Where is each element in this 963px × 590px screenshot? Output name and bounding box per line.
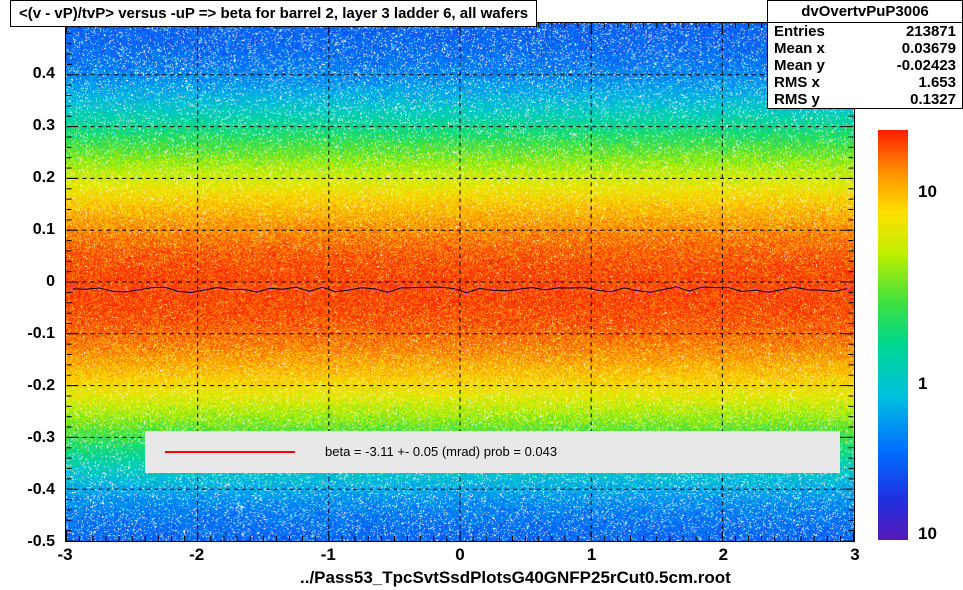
stats-header: dvOvertvPuP3006 (768, 1, 962, 23)
x-axis-labels: -3-2-10123 (65, 545, 855, 565)
y-tick-label: -0.4 (27, 481, 55, 499)
x-tick-label: 3 (850, 545, 859, 565)
colorbar-labels: 10110 (912, 130, 962, 540)
stats-meanx-value: 0.03679 (902, 40, 956, 57)
y-tick-label: -0.2 (27, 377, 55, 395)
y-tick-label: 0.1 (33, 221, 55, 239)
x-tick-label: 2 (719, 545, 728, 565)
x-tick-label: 1 (587, 545, 596, 565)
stats-meanx-label: Mean x (774, 40, 825, 57)
fit-legend-text: beta = -3.11 +- 0.05 (mrad) prob = 0.043 (325, 444, 557, 459)
colorbar-tick-label: 10 (918, 524, 937, 544)
plot-area: beta = -3.11 +- 0.05 (mrad) prob = 0.043 (65, 22, 855, 542)
source-caption: ../Pass53_TpcSvtSsdPlotsG40GNFP25rCut0.5… (300, 568, 731, 588)
colorbar-canvas (878, 130, 908, 540)
y-tick-label: -0.3 (27, 429, 55, 447)
stats-rmsx-value: 1.653 (918, 74, 956, 91)
y-tick-label: -0.1 (27, 325, 55, 343)
y-axis-labels: -0.5-0.4-0.3-0.2-0.100.10.20.30.40.5 (0, 22, 60, 542)
y-tick-label: 0.4 (33, 65, 55, 83)
stats-meany-value: -0.02423 (897, 57, 956, 74)
stats-rmsx-label: RMS x (774, 74, 820, 91)
stats-rmsy-value: 0.1327 (910, 91, 956, 108)
colorbar-tick-label: 10 (918, 182, 937, 202)
fit-legend-box: beta = -3.11 +- 0.05 (mrad) prob = 0.043 (145, 431, 840, 473)
stats-meany: Mean y -0.02423 (768, 57, 962, 74)
y-tick-label: 0 (46, 273, 55, 291)
stats-entries-label: Entries (774, 23, 825, 40)
stats-rmsy: RMS y 0.1327 (768, 91, 962, 108)
colorbar (878, 130, 908, 540)
y-tick-label: -0.5 (27, 533, 55, 551)
colorbar-tick-label: 1 (918, 374, 927, 394)
fit-legend-line (165, 451, 295, 453)
chart-title: <(v - vP)/tvP> versus -uP => beta for ba… (19, 5, 528, 22)
x-tick-label: -1 (321, 545, 336, 565)
stats-entries: Entries 213871 (768, 23, 962, 40)
stats-meanx: Mean x 0.03679 (768, 40, 962, 57)
y-tick-label: 0.2 (33, 169, 55, 187)
stats-rmsy-label: RMS y (774, 91, 820, 108)
stats-entries-value: 213871 (906, 23, 956, 40)
stats-rmsx: RMS x 1.653 (768, 74, 962, 91)
x-tick-label: -3 (57, 545, 72, 565)
y-tick-label: 0.3 (33, 117, 55, 135)
x-tick-label: -2 (189, 545, 204, 565)
chart-title-box: <(v - vP)/tvP> versus -uP => beta for ba… (10, 0, 537, 27)
stats-meany-label: Mean y (774, 57, 825, 74)
stats-box: dvOvertvPuP3006 Entries 213871 Mean x 0.… (767, 0, 963, 109)
x-tick-label: 0 (455, 545, 464, 565)
